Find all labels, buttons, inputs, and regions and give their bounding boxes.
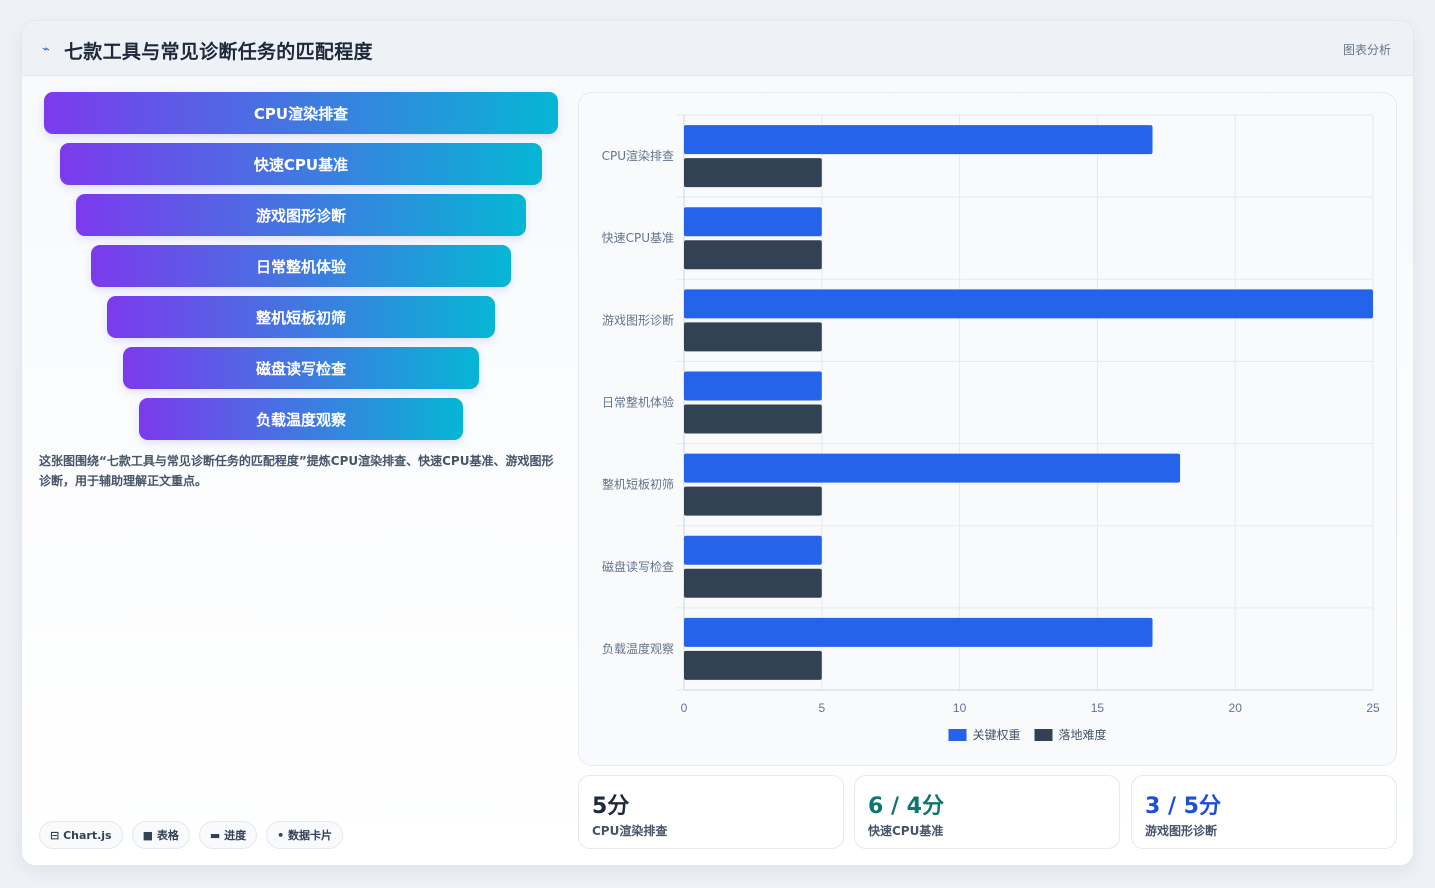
bar (684, 322, 822, 352)
y-tick-label: 整机短板初筛 (602, 477, 674, 492)
x-tick-label: 10 (953, 701, 967, 715)
chart-line-icon: ⌁ (42, 42, 50, 57)
bar-chart-panel: 0 5 10 15 20 25 CPU渲染排查 快速CPU基准 游戏图形诊断 日常整机体验 整机短板… (578, 92, 1397, 766)
legend-swatch (948, 729, 967, 741)
y-tick-label: 快速CPU基准 (602, 231, 674, 245)
chip-table[interactable]: ■ 表格 (131, 821, 190, 849)
bar (684, 289, 1373, 319)
stat-label: 游戏图形诊断 (1145, 824, 1218, 838)
bar-chart: 0 5 10 15 20 25 CPU渲染排查快速CPU基准游戏图形诊断日常整机体验整机短板… (602, 114, 1380, 742)
card-header: ⌁ 七款工具与常见诊断任务的匹配程度 图表分析 (22, 21, 1413, 76)
stat-card: 5分 CPU渲染排查 (578, 775, 844, 849)
y-tick-label: CPU渲染排查 (602, 148, 674, 163)
chart-description: 这张图围绕“七款工具与常见诊断任务的匹配程度”提炼CPU渲染排查、快速CPU基准… (39, 454, 554, 488)
x-tick-label: 25 (1366, 701, 1380, 715)
funnel-stage: 负载温度观察 (139, 398, 463, 440)
legend-swatch (1034, 729, 1053, 741)
x-tick-label: 5 (818, 701, 825, 715)
funnel-stage: 磁盘读写检查 (123, 347, 479, 389)
funnel-stage: 整机短板初筛 (107, 296, 495, 338)
stat-value: 3 / 5分 (1145, 794, 1221, 819)
bar (684, 240, 822, 270)
stat-label: CPU渲染排查 (592, 824, 668, 838)
x-tick-label: 20 (1229, 701, 1243, 715)
table-icon: ■ (142, 828, 153, 842)
stat-label: 快速CPU基准 (868, 824, 944, 838)
bar (684, 125, 1153, 155)
stat-value: 5分 (592, 794, 630, 819)
tool-chips: ⊟ Chart.js ■ 表格 ▬ 进度 • 数据卡片 (39, 821, 343, 849)
x-tick-label: 15 (1091, 701, 1105, 715)
bar (684, 535, 822, 565)
funnel-stage: 快速CPU基准 (60, 143, 542, 185)
chip-chartjs[interactable]: ⊟ Chart.js (39, 821, 123, 849)
y-tick-label: 日常整机体验 (602, 395, 674, 410)
bar (684, 158, 822, 188)
stat-card: 3 / 5分 游戏图形诊断 (1131, 775, 1397, 849)
y-tick-label: 游戏图形诊断 (602, 312, 674, 327)
x-tick-label: 0 (681, 701, 688, 715)
bar (684, 453, 1181, 483)
page-title: 七款工具与常见诊断任务的匹配程度 (64, 41, 373, 63)
data-card-icon: • (277, 828, 285, 842)
chart-icon: ⊟ (50, 828, 60, 842)
dashboard-card: ⌁ 七款工具与常见诊断任务的匹配程度 图表分析 CPU渲染排查 快速CPU基准 … (21, 20, 1414, 866)
bar (684, 207, 822, 237)
chip-data-card[interactable]: • 数据卡片 (266, 821, 343, 849)
stat-card: 6 / 4分 快速CPU基准 (854, 775, 1120, 849)
header-tag: 图表分析 (1342, 43, 1391, 57)
bar (684, 371, 822, 401)
bar (684, 568, 822, 598)
bar (684, 486, 822, 516)
legend-label: 关键权重 (973, 728, 1021, 742)
y-tick-label: 磁盘读写检查 (602, 559, 674, 574)
progress-icon: ▬ (209, 828, 221, 842)
chip-progress[interactable]: ▬ 进度 (198, 821, 258, 849)
bar (684, 617, 1153, 647)
funnel-stage: 日常整机体验 (91, 245, 511, 287)
funnel-stage: CPU渲染排查 (44, 92, 558, 134)
bar (684, 650, 822, 680)
legend-label: 落地难度 (1059, 727, 1107, 742)
stat-value: 6 / 4分 (868, 794, 944, 819)
funnel-stage: 游戏图形诊断 (76, 194, 526, 236)
bar (684, 404, 822, 434)
y-tick-label: 负载温度观察 (602, 641, 674, 656)
